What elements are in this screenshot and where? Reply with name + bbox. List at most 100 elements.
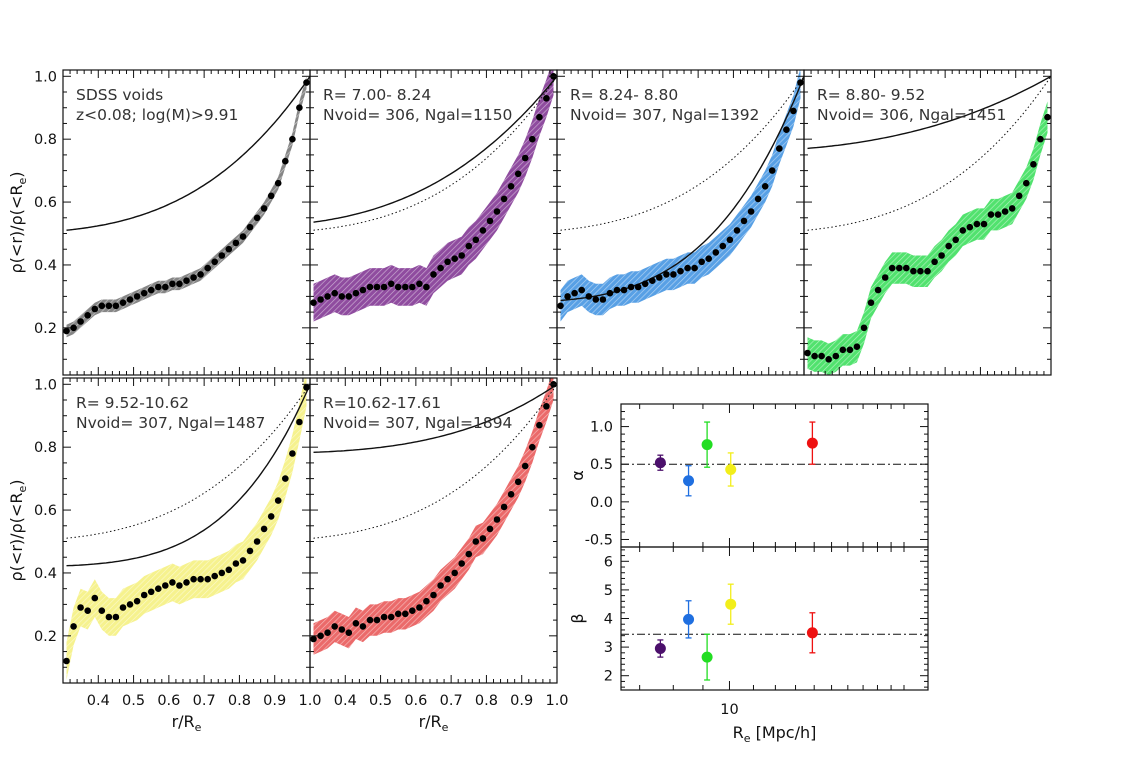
data-point (225, 245, 233, 253)
data-point (409, 607, 416, 614)
data-point (994, 211, 1002, 218)
data-point (119, 604, 127, 611)
param-point (725, 598, 737, 610)
data-point (359, 286, 367, 294)
data-point (1008, 205, 1016, 212)
data-point (352, 620, 360, 627)
data-point (1037, 135, 1044, 143)
data-point (345, 293, 353, 300)
data-point (274, 497, 282, 504)
data-point (338, 626, 346, 633)
data-point (458, 252, 466, 259)
data-point (691, 264, 698, 272)
data-point (451, 255, 459, 262)
data-point (176, 582, 183, 589)
x-tick-label: 0.9 (263, 693, 286, 709)
data-point (529, 443, 536, 451)
data-point (479, 227, 487, 234)
data-point (373, 616, 381, 624)
data-point (239, 557, 247, 564)
data-point (959, 227, 967, 234)
data-point (204, 264, 211, 272)
fit-curve (313, 75, 557, 223)
data-point (359, 623, 367, 630)
x-axis-label: r/Re (172, 712, 202, 734)
data-point (521, 462, 529, 470)
data-point (472, 236, 480, 244)
data-point (253, 538, 261, 545)
data-point (705, 255, 712, 262)
y-axis-label: ρ(<r)/ρ(<Re) (7, 172, 29, 274)
data-point (458, 560, 466, 567)
data-point (973, 220, 981, 228)
data-point (536, 113, 543, 121)
data-point (218, 252, 226, 259)
y-axis-label: β (568, 613, 587, 623)
panel-title: R= 9.52-10.62 (76, 394, 189, 412)
data-point (232, 560, 240, 567)
data-point (917, 267, 924, 275)
data-point (133, 293, 141, 300)
data-point (486, 525, 494, 533)
y-tick-label: 0.6 (34, 195, 57, 211)
data-point (514, 170, 522, 178)
data-point (804, 349, 811, 357)
y-tick-label: 0.8 (34, 440, 57, 456)
data-point (649, 277, 656, 285)
param-point (701, 651, 713, 663)
param-point (806, 627, 818, 639)
param-point (654, 457, 666, 469)
data-point (246, 223, 254, 231)
panel-subtitle: z<0.08; log(M)>9.91 (76, 106, 238, 124)
data-point (402, 283, 409, 291)
data-point (479, 535, 487, 542)
param-point (701, 439, 713, 451)
y-tick-label: 0.6 (34, 503, 57, 519)
data-point (677, 267, 684, 275)
data-point (260, 205, 268, 212)
x-tick-label: 0.7 (440, 693, 463, 709)
data-point (514, 478, 522, 486)
data-point (486, 217, 494, 225)
data-point (112, 302, 120, 310)
data-point (190, 274, 197, 281)
data-point (493, 516, 501, 523)
data-point (578, 286, 585, 294)
panel-subtitle: Nvoid= 306, Ngal=1451 (817, 106, 1006, 124)
data-point (140, 289, 148, 297)
data-point (465, 242, 473, 250)
data-point (557, 302, 564, 310)
y-tick-label: 4 (604, 612, 613, 628)
panel-subtitle: Nvoid= 307, Ngal=1487 (76, 414, 265, 432)
data-point (147, 286, 155, 294)
data-point (818, 352, 825, 360)
panel-frame (620, 546, 929, 691)
data-point (430, 591, 437, 599)
data-point (225, 566, 233, 574)
data-point (77, 604, 84, 611)
profile-panel-bin2: R= 8.24- 8.80 Nvoid= 307, Ngal=1392 (556, 69, 805, 376)
data-point (70, 324, 77, 332)
data-point (768, 167, 776, 174)
data-point (155, 283, 162, 291)
x-tick-label: 0.5 (122, 693, 145, 709)
reference-curve (313, 384, 557, 539)
data-point (888, 264, 896, 272)
data-point (119, 299, 127, 307)
panel-title: SDSS voids (76, 86, 163, 104)
panel-title: R=10.62-17.61 (323, 394, 441, 412)
panel-subtitle: Nvoid= 307, Ngal=1894 (323, 414, 512, 432)
data-point (726, 236, 734, 244)
data-point (592, 296, 600, 303)
data-point (126, 296, 134, 303)
x-tick-label: 0.8 (228, 693, 251, 709)
data-point (416, 604, 423, 611)
data-point (63, 657, 70, 665)
profile-panel-bin1: R= 7.00- 8.24 Nvoid= 306, Ngal=1150 (309, 69, 558, 376)
data-point (267, 513, 275, 520)
fit-curve (560, 76, 804, 302)
x-tick-label: 10 (720, 702, 738, 718)
param-panel-beta: 2 3 4 5 6 β 10 Re [Mpc/h] (568, 546, 929, 745)
data-point (324, 293, 331, 300)
data-point (373, 283, 381, 291)
